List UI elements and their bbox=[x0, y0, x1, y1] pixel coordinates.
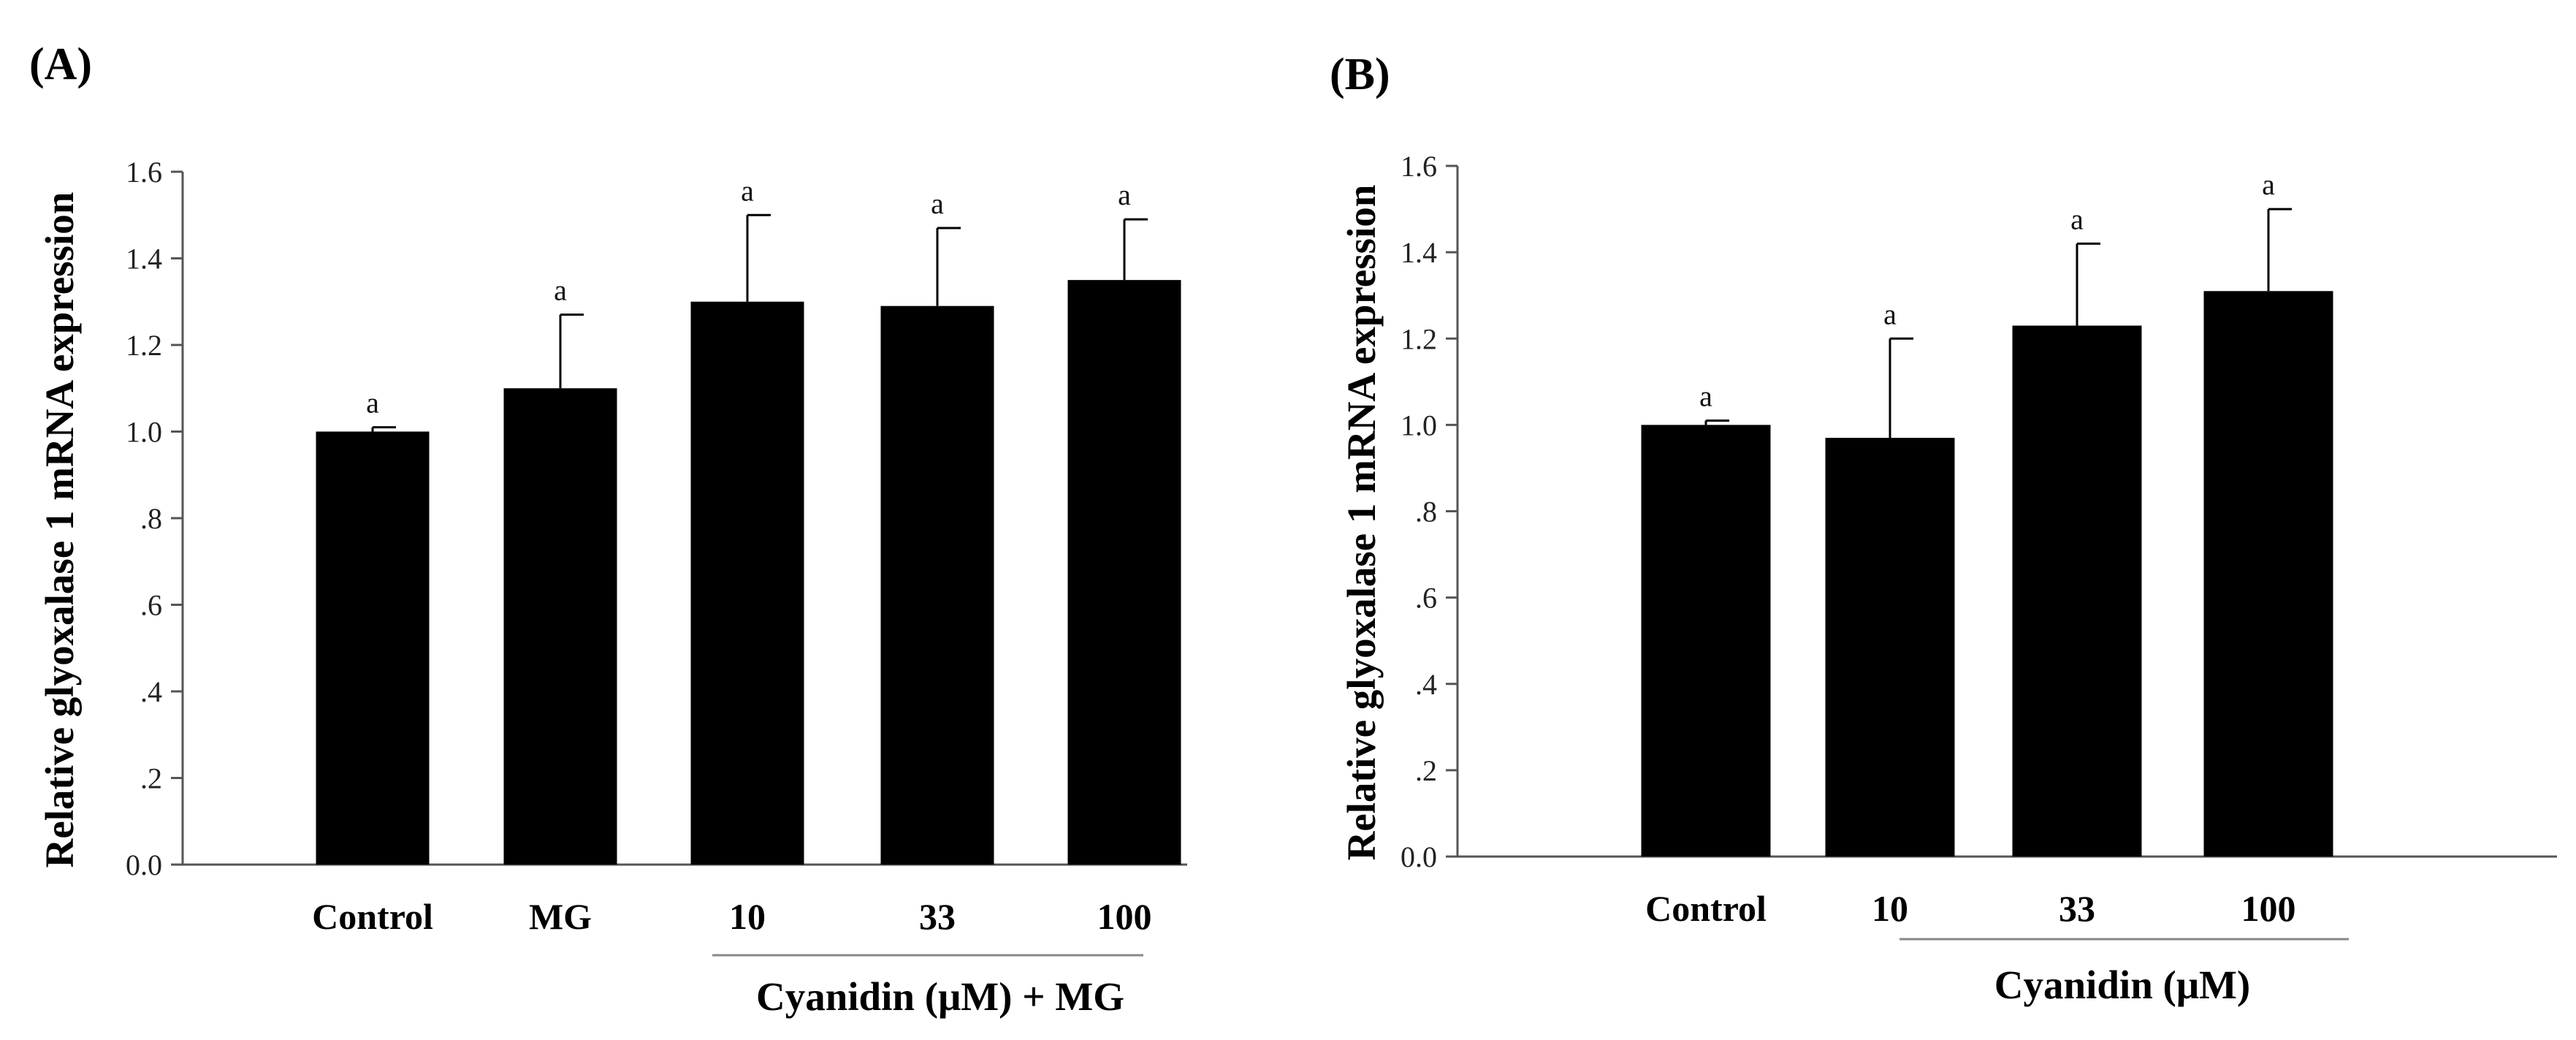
panel-a-significance-letter: a bbox=[554, 274, 567, 307]
panel-a-y-tick-label: .6 bbox=[140, 589, 162, 622]
panel-b-y-tick-label: .4 bbox=[1415, 668, 1437, 701]
panel-b-x-tick-label: 100 bbox=[2241, 888, 2296, 929]
panel-a-bar-mg bbox=[503, 388, 617, 865]
panel-a-significance-letter: a bbox=[366, 387, 379, 420]
panel-a-y-tick-label: 1.2 bbox=[126, 329, 162, 362]
panel-b-significance-letter: a bbox=[2262, 168, 2275, 201]
panel-b-significance-letter: a bbox=[2070, 202, 2084, 235]
panel-a-x-tick-label: 100 bbox=[1097, 896, 1152, 937]
panel-a-y-tick-label: 1.6 bbox=[126, 156, 162, 189]
panel-a: (A) Relative glyoxalase 1 mRNA expressio… bbox=[29, 39, 1187, 1019]
panel-a-group-label: Cyanidin (μM) + MG bbox=[756, 974, 1124, 1019]
panel-a-significance-letter: a bbox=[1118, 178, 1131, 211]
panel-b-bar-control bbox=[1641, 425, 1771, 857]
panel-a-bar-control bbox=[316, 431, 430, 865]
panel-b-y-axis-title: Relative glyoxalase 1 mRNA expression bbox=[1339, 185, 1384, 861]
panel-b-y-tick-label: 1.4 bbox=[1401, 236, 1437, 269]
panel-a-y-tick-label: 1.0 bbox=[126, 416, 162, 449]
panel-b-y-tick-label: .8 bbox=[1415, 496, 1437, 528]
panel-a-x-tick-label: 10 bbox=[729, 896, 766, 937]
panel-a-significance-letter: a bbox=[741, 174, 754, 207]
panel-a-label: (A) bbox=[29, 39, 92, 89]
panel-b-y-tick-label: .2 bbox=[1415, 754, 1437, 787]
panel-a-significance-letter: a bbox=[931, 187, 944, 220]
panel-b-group-label: Cyanidin (μM) bbox=[1994, 963, 2251, 1007]
panel-b-y-tick-label: .6 bbox=[1415, 582, 1437, 615]
panel-b-bar-33 bbox=[2012, 325, 2142, 857]
panel-b-x-tick-label: 10 bbox=[1872, 888, 1908, 929]
panel-a-y-tick-label: .8 bbox=[140, 502, 162, 535]
panel-a-x-tick-label: MG bbox=[529, 896, 592, 937]
panel-a-bar-100 bbox=[1067, 280, 1181, 865]
panel-b-bar-10 bbox=[1825, 438, 1955, 857]
panel-b-y-tick-label: 1.0 bbox=[1401, 409, 1437, 441]
panel-b-bar-100 bbox=[2203, 291, 2333, 857]
panel-a-x-tick-label: 33 bbox=[919, 896, 956, 937]
panel-b-x-tick-label: 33 bbox=[2059, 888, 2095, 929]
panel-a-y-tick-label: .4 bbox=[140, 675, 162, 708]
panel-b-significance-letter: a bbox=[1699, 379, 1712, 412]
panel-b-x-tick-label: Control bbox=[1645, 888, 1767, 929]
panel-a-bar-10 bbox=[690, 301, 804, 865]
panel-b-y-tick-label: 0.0 bbox=[1401, 840, 1437, 873]
panel-a-x-tick-label: Control bbox=[312, 896, 433, 937]
panel-b-significance-letter: a bbox=[1883, 297, 1897, 330]
panel-a-y-tick-label: .2 bbox=[140, 762, 162, 795]
panel-b-y-tick-label: 1.6 bbox=[1401, 150, 1437, 183]
panel-b-y-tick-label: 1.2 bbox=[1401, 322, 1437, 355]
panel-a-y-tick-label: 0.0 bbox=[126, 849, 162, 881]
panel-a-y-axis-title: Relative glyoxalase 1 mRNA expression bbox=[37, 192, 82, 868]
panel-a-bar-33 bbox=[880, 305, 994, 865]
panel-b-label: (B) bbox=[1330, 50, 1390, 99]
panel-a-y-tick-label: 1.4 bbox=[126, 243, 162, 276]
panel-b: (B) Relative glyoxalase 1 mRNA expressio… bbox=[1330, 50, 2557, 1007]
